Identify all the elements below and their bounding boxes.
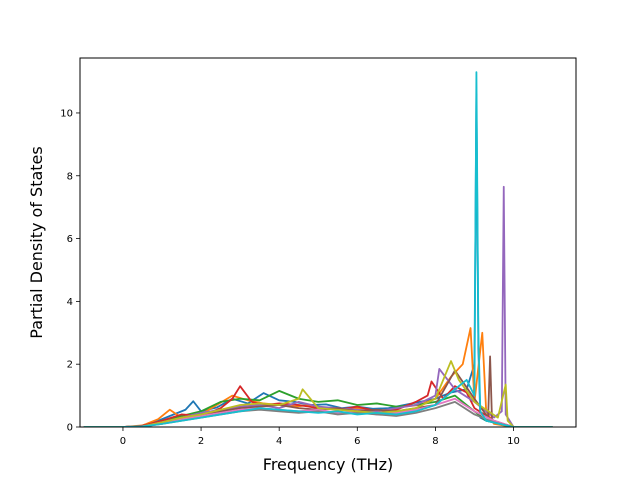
x-axis-label: Frequency (THz) bbox=[263, 455, 393, 474]
y-tick-label: 10 bbox=[60, 108, 73, 119]
series-line-7 bbox=[83, 397, 553, 427]
x-tick-label: 2 bbox=[198, 436, 204, 447]
series-line-9 bbox=[83, 360, 553, 427]
y-tick-label: 8 bbox=[67, 171, 73, 182]
series-line-3 bbox=[83, 389, 553, 427]
y-axis: 0 2 4 6 8 10 bbox=[60, 108, 80, 434]
x-axis: 0 2 4 6 8 10 bbox=[120, 427, 520, 447]
y-tick-label: 0 bbox=[67, 423, 73, 434]
series-line-10 bbox=[83, 71, 553, 427]
x-tick-label: 4 bbox=[276, 436, 282, 447]
series-layer bbox=[83, 71, 553, 427]
x-tick-label: 10 bbox=[507, 436, 520, 447]
plot-frame bbox=[79, 57, 577, 428]
y-tick-label: 4 bbox=[67, 297, 73, 308]
y-tick-label: 6 bbox=[67, 234, 73, 245]
x-tick-label: 8 bbox=[432, 436, 438, 447]
x-tick-label: 6 bbox=[354, 436, 360, 447]
x-tick-label: 0 bbox=[120, 436, 126, 447]
y-axis-label: Partial Density of States bbox=[27, 146, 46, 338]
y-tick-label: 2 bbox=[67, 360, 73, 371]
